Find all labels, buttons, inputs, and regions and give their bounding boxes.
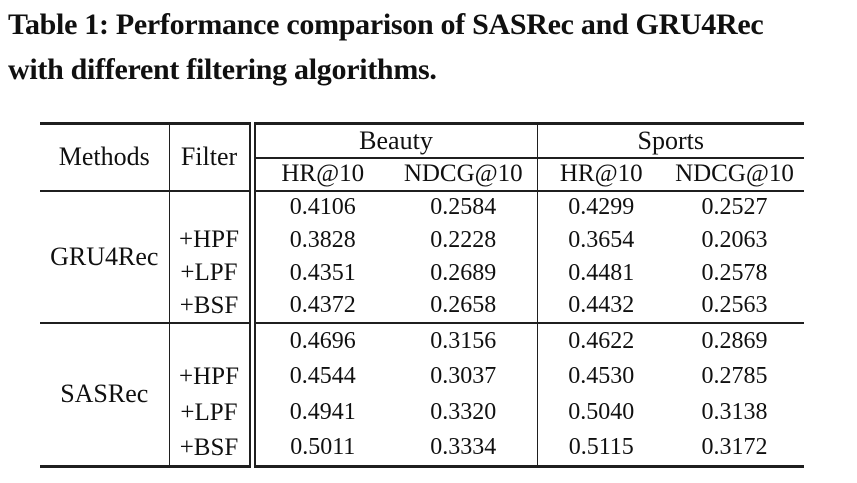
- value-cell: 0.4299: [536, 190, 665, 224]
- value-cell: 0.3172: [701, 434, 768, 461]
- filter-cell: +HPF: [168, 358, 252, 395]
- value-cell: 0.5011: [248, 430, 390, 467]
- header-row-metrics: HR@10 NDCG@10 HR@10 NDCG@10: [40, 157, 804, 192]
- value-cell: 0.2063: [701, 226, 768, 253]
- filter-cell: +BSF: [168, 289, 252, 323]
- value-cell: 0.3138: [701, 399, 768, 425]
- filter-cell: +HPF: [168, 223, 252, 257]
- col-header-methods: Methods: [40, 123, 169, 192]
- value-cell: 0.2578: [701, 259, 768, 286]
- value-cell: 0.2785: [701, 363, 768, 389]
- table-row: +BSF 0.4372 0.2658 0.4432 0.2563: [40, 289, 804, 323]
- value-cell: 0.4372: [248, 289, 390, 323]
- group-gru4rec: GRU4Rec 0.4106 0.2584 0.4299 0.2527 +HPF…: [40, 190, 804, 323]
- col-header-sports-ndcg10: NDCG@10: [665, 157, 804, 192]
- table-row: GRU4Rec 0.4106 0.2584 0.4299 0.2527: [40, 190, 804, 271]
- filter-cell: [168, 190, 252, 224]
- value-cell: 0.4696: [248, 321, 390, 359]
- header-row-groups: Methods Filter Beauty Sports: [40, 123, 804, 192]
- value-cell: 0.2869: [665, 321, 804, 359]
- col-header-beauty-ndcg10: NDCG@10: [390, 157, 537, 192]
- value-cell: 0.2228: [430, 226, 497, 253]
- value-cell: 0.4106: [248, 190, 390, 224]
- performance-table: Methods Filter Beauty Sports HR@10 NDCG@…: [40, 122, 804, 468]
- value-cell: 0.3654: [536, 223, 665, 257]
- table-row: +LPF 0.4351 0.2689 0.4481 0.2578: [40, 256, 804, 290]
- table-row: +HPF 0.3828 0.2228 0.3654 0.2063: [40, 223, 804, 257]
- table-row: SASRec 0.4696 0.3156 0.4622 0.2869: [40, 321, 804, 467]
- value-cell: 0.3037: [430, 363, 497, 389]
- value-cell: 0.4941: [248, 394, 390, 431]
- table-caption: Table 1: Performance comparison of SASRe…: [8, 2, 853, 92]
- value-cell: 0.2563: [701, 292, 768, 318]
- col-header-filter: Filter: [168, 123, 252, 192]
- group-sasrec: SASRec 0.4696 0.3156 0.4622 0.2869 +HPF …: [40, 321, 804, 467]
- filter-cell: +BSF: [168, 430, 252, 467]
- value-cell: 0.4622: [536, 321, 665, 359]
- value-cell: 0.4481: [536, 256, 665, 290]
- value-cell: 0.2689: [430, 259, 497, 286]
- value-cell: 0.2584: [430, 194, 497, 220]
- method-cell-gru4rec: GRU4Rec: [50, 241, 159, 271]
- filter-cell: [168, 321, 252, 359]
- filter-cell: +LPF: [168, 394, 252, 431]
- col-group-sports: Sports: [536, 123, 804, 159]
- value-cell: 0.5115: [536, 430, 665, 467]
- value-cell: 0.4351: [248, 256, 390, 290]
- value-cell: 0.5040: [536, 394, 665, 431]
- value-cell: 0.4544: [248, 358, 390, 395]
- value-cell: 0.3828: [248, 223, 390, 257]
- value-cell: 0.4530: [536, 358, 665, 395]
- col-header-beauty-hr10: HR@10: [248, 157, 390, 192]
- caption-line-2: with different filtering algorithms.: [8, 53, 437, 86]
- table-row: +HPF 0.4544 0.3037 0.4530 0.2785: [40, 358, 804, 395]
- value-cell: 0.3334: [430, 434, 497, 461]
- caption-line-1: Table 1: Performance comparison of SASRe…: [8, 8, 764, 41]
- value-cell: 0.3156: [390, 321, 537, 359]
- method-cell-sasrec: SASRec: [40, 321, 169, 467]
- value-cell: 0.2527: [701, 194, 768, 220]
- value-cell: 0.4432: [536, 289, 665, 323]
- table-row: +BSF 0.5011 0.3334 0.5115 0.3172: [40, 430, 804, 467]
- value-cell: 0.3320: [430, 399, 497, 425]
- value-cell: 0.2658: [430, 292, 497, 318]
- col-header-sports-hr10: HR@10: [536, 157, 665, 192]
- col-group-beauty: Beauty: [248, 123, 537, 159]
- table-row: +LPF 0.4941 0.3320 0.5040 0.3138: [40, 394, 804, 431]
- filter-cell: +LPF: [168, 256, 252, 290]
